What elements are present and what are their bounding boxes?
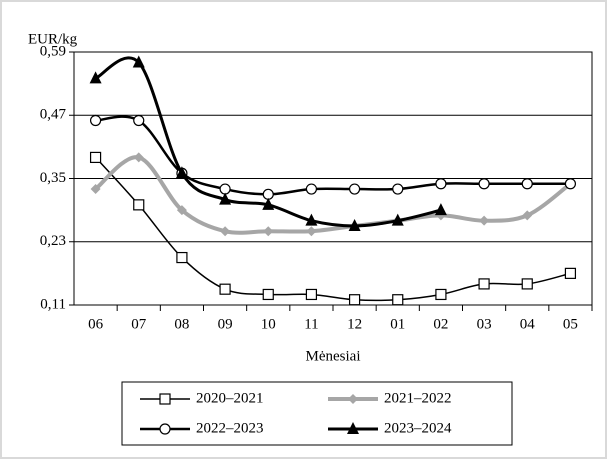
marker [347, 422, 359, 434]
marker [220, 226, 231, 237]
y-tick-label: 0,35 [40, 170, 66, 186]
marker [176, 251, 188, 264]
marker [435, 288, 447, 301]
x-tick-label: 09 [218, 316, 233, 332]
x-tick-label: 11 [304, 316, 318, 332]
marker [262, 188, 274, 200]
y-tick-label: 0,23 [40, 233, 66, 249]
x-tick-label: 02 [433, 316, 448, 332]
marker [521, 178, 533, 190]
marker [305, 288, 318, 301]
x-tick-label: 07 [131, 316, 147, 332]
marker [219, 183, 231, 195]
marker [348, 394, 358, 404]
x-tick-label: 01 [390, 316, 405, 332]
marker [89, 71, 102, 84]
y-tick-label: 0,59 [40, 43, 66, 59]
marker [90, 184, 101, 195]
marker [348, 218, 361, 231]
x-tick-label: 06 [88, 316, 104, 332]
marker [391, 213, 404, 226]
marker [132, 55, 145, 68]
x-tick-label: 03 [477, 316, 492, 332]
x-tick-label: 08 [174, 316, 189, 332]
legend-label: 2021–2022 [384, 390, 452, 406]
x-tick-label: 12 [347, 316, 362, 332]
legend-label: 2020–2021 [196, 390, 264, 406]
marker [219, 192, 232, 205]
marker [564, 267, 577, 279]
marker [262, 288, 274, 301]
marker [521, 278, 533, 290]
marker [89, 114, 102, 127]
marker [89, 151, 102, 164]
marker [522, 210, 533, 221]
x-axis-title: Mėnesiai [306, 348, 361, 364]
marker [564, 178, 577, 190]
marker [348, 294, 361, 306]
series-line [94, 56, 442, 228]
y-axis-title: EUR/kg [28, 31, 78, 47]
marker [159, 393, 171, 405]
marker [348, 183, 361, 195]
marker [478, 278, 490, 290]
marker [478, 178, 490, 190]
legend-label: 2023–2024 [384, 420, 452, 436]
marker [305, 213, 318, 226]
marker [159, 423, 171, 435]
marker [219, 283, 231, 295]
marker [175, 166, 188, 179]
marker [435, 178, 447, 190]
marker [133, 199, 145, 211]
marker [176, 205, 187, 216]
marker [305, 183, 318, 195]
marker [306, 226, 317, 237]
x-tick-label: 05 [563, 316, 578, 332]
y-tick-label: 0,47 [40, 107, 67, 123]
marker [479, 215, 490, 226]
y-tick-label: 0,11 [40, 296, 66, 312]
legend-label: 2022–2023 [196, 420, 264, 436]
marker [262, 197, 275, 210]
marker [263, 226, 274, 237]
x-tick-label: 10 [261, 316, 276, 332]
marker [392, 183, 404, 195]
marker [133, 152, 144, 163]
marker [392, 294, 404, 306]
legend-box [121, 381, 513, 446]
marker [133, 114, 145, 127]
marker [434, 203, 447, 216]
x-tick-label: 04 [520, 316, 536, 332]
